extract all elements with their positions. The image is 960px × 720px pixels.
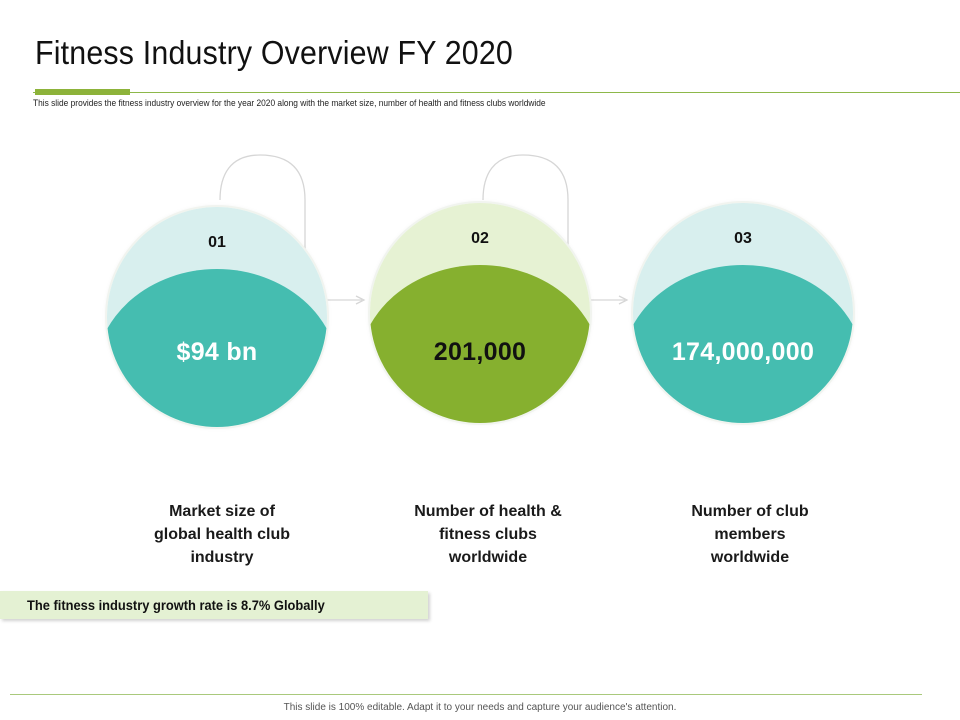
- slide-subtitle: This slide provides the fitness industry…: [33, 98, 546, 109]
- circle-number: 03: [734, 230, 752, 247]
- stat-description-1: Market size of global health club indust…: [122, 500, 322, 569]
- stat-description-3: Number of club members worldwide: [650, 500, 850, 569]
- circle-value-lens: [370, 265, 590, 423]
- description-line: Market size of: [169, 503, 275, 520]
- circle-value-lens: [633, 265, 853, 423]
- circle-value: 201,000: [433, 338, 527, 366]
- growth-rate-text: The fitness industry growth rate is 8.7%…: [27, 597, 325, 613]
- description-line: members: [714, 526, 786, 543]
- stat-description-2: Number of health & fitness clubs worldwi…: [388, 500, 588, 569]
- circle-value-lens: [107, 269, 327, 427]
- title-divider: [33, 92, 960, 93]
- description-line: global health club: [153, 526, 290, 543]
- circle-number: 02: [471, 230, 489, 247]
- description-line: Number of club: [691, 503, 809, 520]
- description-line: worldwide: [448, 549, 528, 566]
- stat-circle-3: 03 174,000,000: [633, 203, 853, 423]
- stat-circle-1: 01 $94 bn: [107, 207, 327, 427]
- slide-title: Fitness Industry Overview FY 2020: [35, 34, 513, 71]
- description-line: worldwide: [710, 549, 790, 566]
- title-accent-bar: [35, 89, 130, 95]
- description-line: industry: [190, 549, 254, 566]
- description-line: fitness clubs: [439, 526, 537, 543]
- circle-value: $94 bn: [176, 338, 258, 366]
- stat-circle-2: 02 201,000: [370, 203, 590, 423]
- footer-divider: [10, 694, 922, 695]
- footer-note: This slide is 100% editable. Adapt it to…: [283, 702, 677, 713]
- growth-rate-banner: The fitness industry growth rate is 8.7%…: [0, 591, 428, 619]
- circle-value: 174,000,000: [671, 338, 815, 366]
- description-line: Number of health &: [414, 503, 562, 520]
- circle-number: 01: [208, 234, 226, 251]
